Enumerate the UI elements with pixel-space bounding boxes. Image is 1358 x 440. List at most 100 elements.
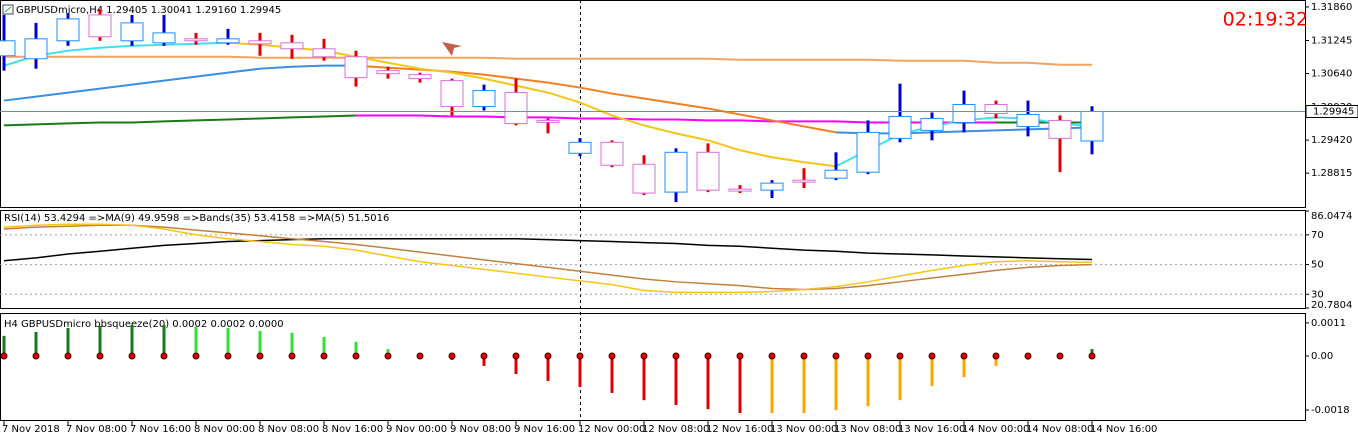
histogram-bar <box>66 328 70 356</box>
candle-body <box>280 42 304 50</box>
y-tick-label: 1.30640 <box>1311 69 1352 80</box>
squeeze-dot <box>896 352 904 360</box>
histogram-bar <box>226 328 230 356</box>
candle-body <box>792 179 816 183</box>
rsi-title: RSI(14) 53.4294 =>MA(9) 49.9598 =>Bands(… <box>4 213 389 224</box>
histogram-bar <box>2 335 6 356</box>
x-tick-label: 9 Nov 16:00 <box>514 424 575 435</box>
candle-body <box>600 141 624 166</box>
histogram-bar <box>738 355 742 414</box>
indicator-line <box>4 55 1092 66</box>
x-tick-label: 8 Nov 08:00 <box>258 424 319 435</box>
candle-body <box>952 103 976 123</box>
candle-body <box>920 117 944 131</box>
candle-body <box>760 182 784 191</box>
squeeze-title: H4 GBPUSDmicro bbsqueeze(20) 0.0002 0.00… <box>4 319 284 330</box>
candle-body <box>888 115 912 139</box>
histogram-bar <box>130 325 134 356</box>
histogram-bar <box>610 355 614 393</box>
candle-body <box>216 38 240 44</box>
candle-body <box>24 38 48 60</box>
histogram-bar <box>706 355 710 410</box>
histogram-bar <box>642 355 646 401</box>
histogram-bar <box>98 325 102 356</box>
squeeze-dot <box>480 352 488 360</box>
histogram-bar <box>514 355 518 375</box>
squeeze-dot <box>96 352 104 360</box>
candle-body <box>664 151 688 193</box>
y-tick-label: 70 <box>1311 230 1324 241</box>
histogram-bar <box>866 355 870 407</box>
indicator-line <box>3 224 1093 291</box>
arrow-object <box>442 42 462 56</box>
candle-body <box>440 80 464 108</box>
squeeze-dot <box>448 352 456 360</box>
candle-body <box>824 169 848 179</box>
x-tick-label: 7 Nov 08:00 <box>66 424 127 435</box>
candle-body <box>248 40 272 45</box>
x-tick-label: 14 Nov 16:00 <box>1090 424 1157 435</box>
histogram-bar <box>834 355 838 411</box>
y-tick-label: 30 <box>1311 289 1324 300</box>
x-tick-label: 7 Nov 2018 <box>2 424 60 435</box>
squeeze-dot <box>0 352 8 360</box>
squeeze-dot <box>928 352 936 360</box>
squeeze-dot <box>960 352 968 360</box>
squeeze-dot <box>128 352 136 360</box>
y-tick-label: 1.29420 <box>1311 135 1352 146</box>
squeeze-dot <box>800 352 808 360</box>
squeeze-dot <box>512 352 520 360</box>
indicator-line <box>3 237 1093 262</box>
squeeze-dot <box>576 352 584 360</box>
candle-body <box>504 92 528 124</box>
y-tick-label: 0.0011 <box>1311 318 1346 329</box>
candle-body <box>0 40 16 57</box>
x-tick-label: 12 Nov 16:00 <box>706 424 773 435</box>
histogram-bar <box>578 355 582 387</box>
squeeze-dot <box>544 352 552 360</box>
y-tick-label: 0.00 <box>1311 351 1333 362</box>
squeeze-dot <box>608 352 616 360</box>
y-tick-label: 1.31860 <box>1311 2 1352 13</box>
histogram-bar <box>674 355 678 405</box>
candle-body <box>312 48 336 58</box>
squeeze-dot <box>768 352 776 360</box>
squeeze-dot <box>992 352 1000 360</box>
squeeze-dot <box>192 352 200 360</box>
x-tick-label: 14 Nov 00:00 <box>962 424 1029 435</box>
candle-body <box>536 119 560 123</box>
candle-body <box>120 22 144 42</box>
x-tick-label: 13 Nov 08:00 <box>834 424 901 435</box>
candle-body <box>184 38 208 42</box>
candle-body <box>376 70 400 75</box>
y-tick-label: 50 <box>1311 260 1324 271</box>
rsi-pane <box>0 210 1306 309</box>
candle-body <box>344 56 368 79</box>
squeeze-dot <box>1024 352 1032 360</box>
y-tick-label: 1.28815 <box>1311 168 1352 179</box>
y-tick-label: -0.0018 <box>1311 405 1350 416</box>
histogram-bar <box>354 341 358 356</box>
candle-body <box>88 14 112 38</box>
histogram-bar <box>770 355 774 414</box>
symbol-icon <box>2 4 14 15</box>
squeeze-dot <box>224 352 232 360</box>
squeeze-dot <box>704 352 712 360</box>
histogram-bar <box>322 337 326 356</box>
squeeze-dot <box>416 352 424 360</box>
squeeze-dot <box>832 352 840 360</box>
candle-body <box>152 32 176 44</box>
histogram-bar <box>994 355 998 366</box>
x-tick-label: 12 Nov 08:00 <box>642 424 709 435</box>
price-label: 1.29945 <box>1313 106 1354 117</box>
squeeze-pane <box>0 313 1306 421</box>
squeeze-dot <box>672 352 680 360</box>
squeeze-dot <box>384 352 392 360</box>
x-tick-label: 8 Nov 00:00 <box>194 424 255 435</box>
histogram-bar <box>802 355 806 414</box>
main-title: GBPUSDmicro,H4 1.29405 1.30041 1.29160 1… <box>16 5 281 16</box>
x-tick-label: 14 Nov 08:00 <box>1026 424 1093 435</box>
main-pane <box>0 0 1306 208</box>
candle-body <box>472 90 496 108</box>
histogram-bar <box>194 326 198 356</box>
